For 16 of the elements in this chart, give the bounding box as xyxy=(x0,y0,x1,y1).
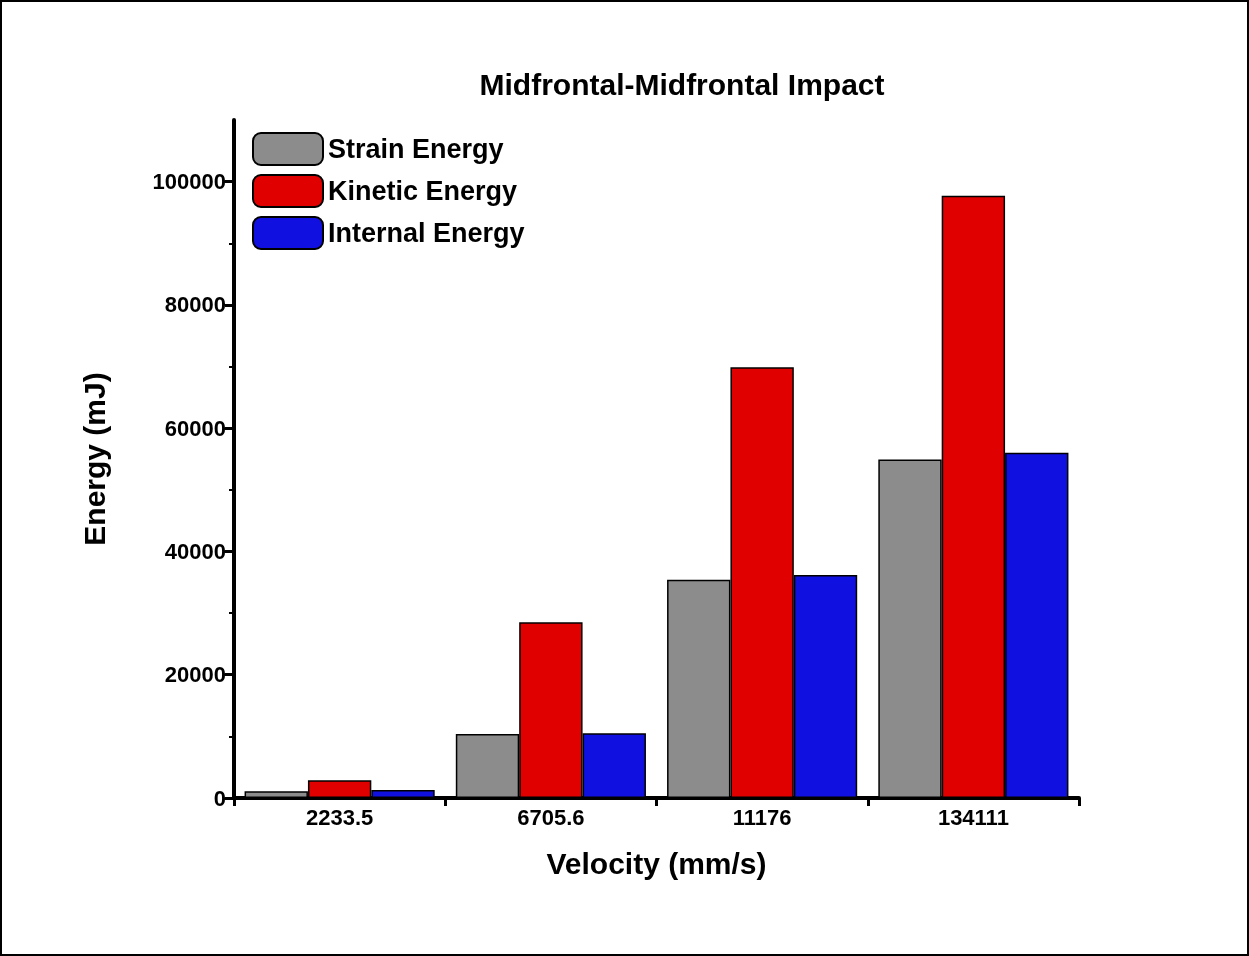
y-tick-label: 100000 xyxy=(152,169,226,195)
legend-label: Internal Energy xyxy=(328,218,525,248)
y-axis-title: Energy (mJ) xyxy=(77,372,111,546)
x-tick-label: 6705.6 xyxy=(517,804,585,830)
y-tick-label: 60000 xyxy=(164,415,226,441)
x-tick-label: 2233.5 xyxy=(305,804,374,830)
y-tick-label: 0 xyxy=(213,785,226,811)
x-tick-label: 11176 xyxy=(732,804,792,830)
legend-label: Kinetic Energy xyxy=(328,176,518,206)
chart-title: Midfrontal-Midfrontal Impact xyxy=(479,67,885,101)
x-tick-label: 134111 xyxy=(937,804,1009,830)
y-tick-label: 40000 xyxy=(164,538,226,564)
y-tick-label: 80000 xyxy=(164,292,226,318)
x-axis-title: Velocity (mm/s) xyxy=(546,846,767,880)
legend-label: Strain Energy xyxy=(328,134,504,164)
y-tick-label: 20000 xyxy=(164,662,226,688)
